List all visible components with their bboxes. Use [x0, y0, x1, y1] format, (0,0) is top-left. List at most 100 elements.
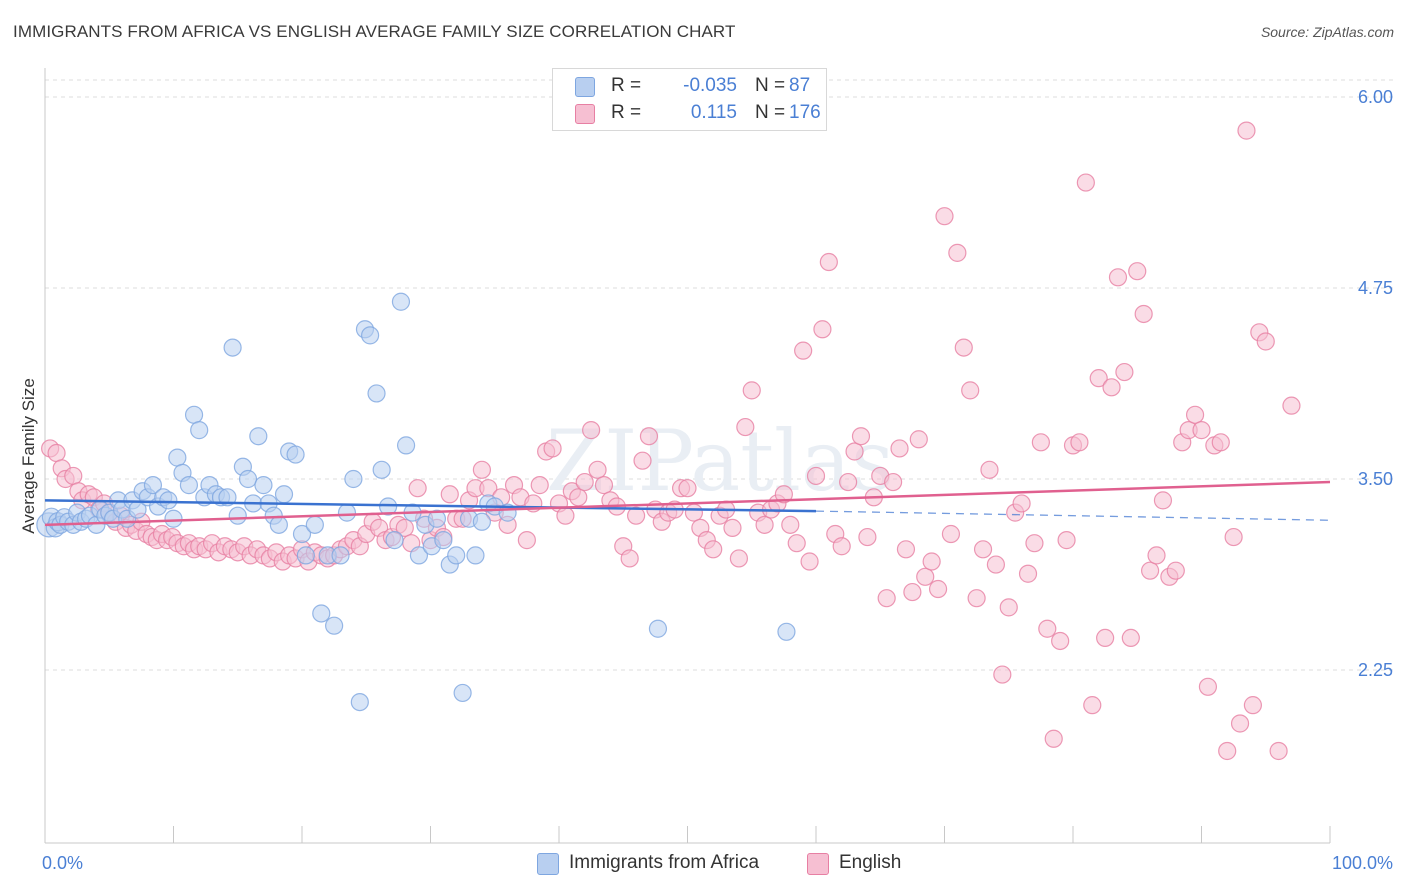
africa-point [223, 338, 242, 357]
africa-legend-label: Immigrants from Africa [569, 852, 760, 873]
africa-point [648, 619, 668, 638]
english-point [813, 320, 832, 339]
english-point [800, 552, 819, 571]
english-point [723, 518, 742, 537]
english-point [1218, 741, 1237, 761]
english-point [1147, 546, 1166, 565]
english-point [1192, 421, 1211, 440]
english-point [1166, 561, 1185, 580]
english-point [684, 503, 704, 522]
africa-point [434, 531, 453, 550]
english-point [543, 439, 562, 458]
correlation-legend: R = -0.035 N = 87 R = 0.115 N = 176 [552, 68, 827, 131]
africa-point [159, 491, 178, 510]
africa-point [168, 448, 187, 467]
source-label: Source: ZipAtlas.com [1260, 24, 1394, 40]
africa-point [447, 546, 466, 565]
grid [45, 79, 1395, 671]
english-point [64, 466, 83, 486]
africa-point [385, 531, 404, 550]
africa-point [453, 683, 472, 703]
english-point [986, 555, 1006, 574]
africa-point [331, 546, 350, 565]
english-point [928, 579, 948, 599]
english-point [1224, 527, 1243, 547]
r-label: R = [611, 75, 642, 96]
english-point [1121, 628, 1140, 648]
english-point [517, 531, 536, 550]
africa-point [164, 509, 183, 528]
africa-point [337, 503, 357, 522]
english-point [1140, 561, 1160, 580]
africa-point [372, 460, 391, 479]
english-point [1025, 534, 1044, 553]
english-point [1089, 369, 1108, 388]
english-point [1018, 564, 1038, 583]
africa-point [396, 436, 416, 455]
english-point [774, 485, 793, 504]
africa-swatch [575, 77, 595, 97]
english-point [1102, 378, 1121, 397]
english-point [858, 527, 877, 547]
english-point [440, 485, 459, 504]
africa-point [143, 476, 163, 495]
n-label: N = [755, 102, 786, 123]
english-point [890, 439, 909, 458]
english-point [1230, 714, 1250, 733]
english-point [569, 488, 588, 507]
english-point [1198, 677, 1218, 696]
english-point [877, 589, 896, 608]
english-point [729, 549, 749, 568]
english-legend-swatch [807, 853, 829, 875]
chart-title: IMMIGRANTS FROM AFRICA VS ENGLISH AVERAG… [13, 22, 736, 41]
africa-point [367, 384, 386, 403]
africa-trend-extension [815, 510, 1331, 521]
english-point [973, 540, 993, 559]
english-point [742, 381, 761, 400]
africa-point [409, 546, 429, 565]
africa-point [305, 515, 324, 534]
english-point [839, 472, 858, 492]
english-point [678, 479, 697, 498]
english-point [626, 506, 646, 525]
english-point [980, 460, 999, 479]
english-point [993, 665, 1012, 684]
english-swatch [575, 104, 595, 124]
africa-point [274, 485, 294, 504]
english-point [832, 537, 851, 556]
english-point [916, 567, 935, 586]
y-axis-label: Average Family Size [19, 378, 38, 534]
africa-legend-swatch [537, 853, 559, 875]
africa-point [218, 488, 237, 507]
x-tick-label: 100.0% [1332, 853, 1393, 873]
africa-point [472, 512, 491, 531]
n-value-africa: 87 [789, 75, 811, 96]
africa-point [249, 427, 268, 446]
africa-point [238, 469, 258, 489]
english-point [903, 582, 922, 602]
english-point [1282, 396, 1301, 415]
r-value-africa: -0.035 [683, 75, 737, 96]
english-point [1051, 631, 1070, 651]
r-label: R = [611, 102, 642, 123]
english-point [1083, 696, 1102, 715]
english-point [845, 442, 864, 461]
africa-point [292, 524, 312, 544]
trend-lines [44, 480, 1331, 527]
english-point [1243, 696, 1263, 715]
english-point [1185, 405, 1205, 424]
africa-point [296, 546, 315, 565]
english-point [935, 207, 954, 226]
africa-point [190, 421, 209, 440]
english-point [472, 460, 491, 479]
n-value-english: 176 [789, 102, 821, 123]
y-tick-label: 6.00 [1358, 87, 1393, 107]
english-point [1057, 531, 1076, 550]
english-point [1211, 433, 1230, 452]
africa-point [325, 616, 344, 635]
english-point [896, 540, 916, 559]
english-point [594, 476, 614, 495]
english-point [941, 524, 961, 544]
english-point [1269, 741, 1288, 761]
english-point [588, 460, 607, 479]
